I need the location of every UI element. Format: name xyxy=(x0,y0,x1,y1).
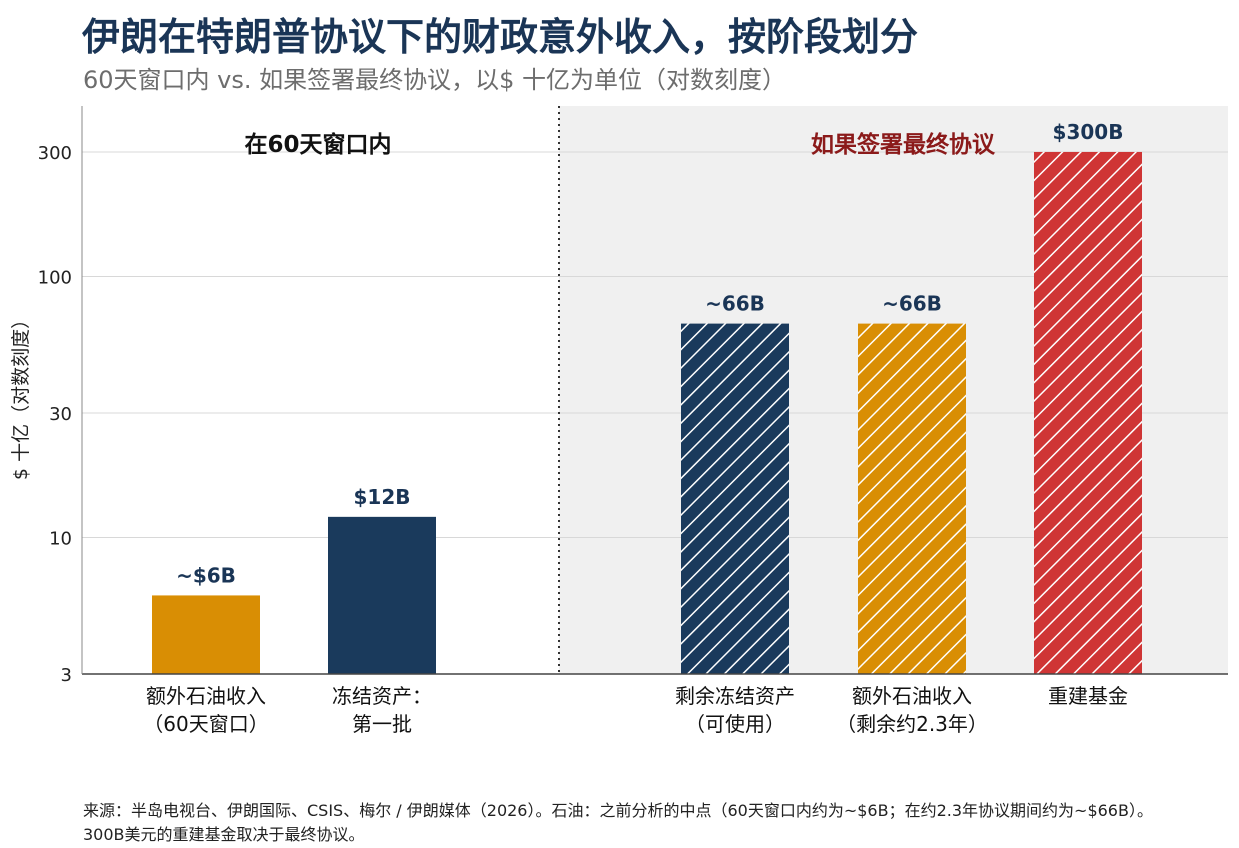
bar xyxy=(858,323,966,674)
bar xyxy=(328,516,436,674)
bar xyxy=(681,323,789,674)
bar-value-label: $12B xyxy=(354,485,411,509)
y-tick-label: 10 xyxy=(49,529,72,550)
source-note: 来源：半岛电视台、伊朗国际、CSIS、梅尔 / 伊朗媒体（2026）。石油：之前… xyxy=(83,801,1153,844)
category-labels: 额外石油收入 （60天窗口） 冻结资产： 第一批 剩余冻结资产 （可使用） 额外石油收入 （剩… xyxy=(143,684,1128,736)
bar-value-label: $300B xyxy=(1053,120,1124,144)
bar-value-label: ~66B xyxy=(705,292,765,316)
category-label: 冻结资产： xyxy=(332,684,432,708)
y-tick-labels: 3 10 30 100 300 xyxy=(38,143,72,686)
bar-chart: 3 10 30 100 300 ~$6B $12B ~66B ~66B $300B 额外石油收入… xyxy=(10,106,1228,736)
section-label-final-deal: 如果签署最终协议 xyxy=(811,131,996,158)
y-tick-label: 30 xyxy=(49,404,72,425)
chart-subtitle: 60天窗口内 vs. 如果签署最终协议，以$ 十亿为单位（对数刻度） xyxy=(83,66,787,94)
section-label-60-day: 在60天窗口内 xyxy=(244,131,391,158)
bar-value-label: ~66B xyxy=(882,292,942,316)
bar xyxy=(152,595,260,674)
category-label: 剩余冻结资产 xyxy=(675,684,795,708)
category-label: （可使用） xyxy=(685,712,785,736)
category-label: 额外石油收入 xyxy=(852,684,972,708)
category-label: （剩余约2.3年） xyxy=(836,712,988,736)
y-axis-label: $ 十亿（对数刻度） xyxy=(10,310,32,480)
y-tick-label: 3 xyxy=(61,665,72,686)
bars xyxy=(152,151,1142,674)
category-label: 重建基金 xyxy=(1048,684,1128,708)
bar xyxy=(1034,151,1142,674)
bar-value-label: ~$6B xyxy=(176,563,236,587)
y-tick-label: 100 xyxy=(38,268,72,289)
category-label: 第一批 xyxy=(352,712,412,736)
y-tick-label: 300 xyxy=(38,143,72,164)
bar-value-labels: ~$6B $12B ~66B ~66B $300B xyxy=(176,120,1123,587)
category-label: 额外石油收入 xyxy=(146,684,266,708)
category-label: （60天窗口） xyxy=(143,712,268,736)
chart-title: 伊朗在特朗普协议下的财政意外收入，按阶段划分 xyxy=(82,15,919,59)
